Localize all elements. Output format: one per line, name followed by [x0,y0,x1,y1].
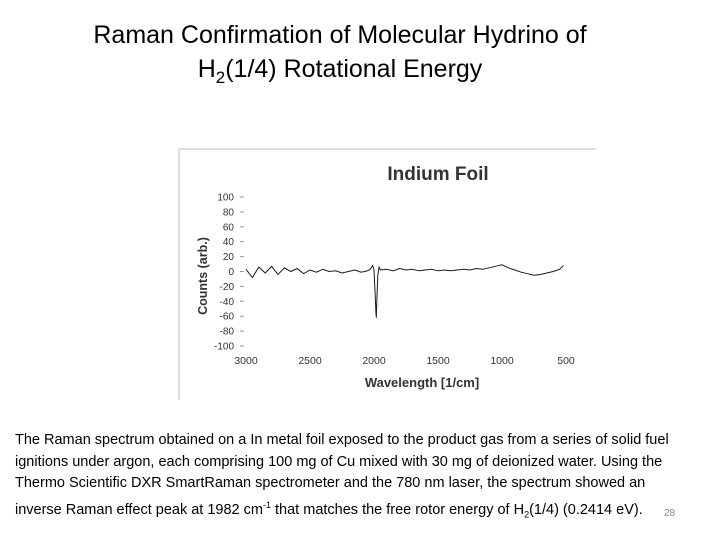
slide-title-line-2: H2(1/4) Rotational Energy [40,52,640,95]
title-post-text: (1/4) Rotational Energy [225,55,483,83]
raman-chart: Indium Foil Counts (arb.) Wavelength [1/… [178,148,596,400]
caption-text-2: that matches the free rotor energy of H [271,501,525,518]
y-tick-label: -100 [214,342,234,353]
y-tick-label: -60 [220,312,235,323]
y-tick-label: -80 [220,327,235,338]
y-tick-label: -20 [220,282,235,293]
slide-title-line-1: Raman Confirmation of Molecular Hydrino … [93,21,587,49]
y-axis-label: Counts (arb.) [196,237,210,315]
y-tick-label: 100 [217,193,234,204]
caption-text-4: V). [624,501,643,518]
x-tick-label: 3000 [234,355,258,367]
slide-title: Raman Confirmation of Molecular Hydrino … [40,18,640,95]
title-h-text: H [197,55,216,83]
y-axis-ticks: 100 80 60 40 20 0 -20 -40 -60 -80 -100 [214,193,244,353]
y-tick-label: 20 [223,252,235,263]
chart-svg: Indium Foil Counts (arb.) Wavelength [1/… [178,148,596,400]
chart-title: Indium Foil [387,164,488,185]
x-tick-label: 1500 [426,355,450,367]
caption-subscript: 2 [524,509,530,520]
y-tick-label: 60 [223,222,235,233]
x-tick-label: 2000 [362,355,386,367]
y-tick-label: 0 [228,267,234,278]
y-tick-label: 40 [223,237,235,248]
caption: The Raman spectrum obtained on a In meta… [15,430,685,526]
y-tick-label: 80 [223,207,235,218]
x-axis-ticks: 3000 2500 2000 1500 1000 500 [234,355,575,367]
caption-text-1: The Raman spectrum obtained on a In meta… [15,432,669,518]
x-tick-label: 1000 [490,355,514,367]
x-tick-label: 500 [557,355,575,367]
slide-number: 28 [664,508,676,519]
x-tick-label: 2500 [298,355,322,367]
caption-text-3: (1/4) (0.2414 e [529,501,625,518]
title-subscript: 2 [215,68,226,87]
y-tick-label: -40 [220,297,235,308]
caption-superscript: -1 [262,499,271,510]
x-axis-label: Wavelength [1/cm] [365,375,479,390]
series-line [245,264,564,318]
